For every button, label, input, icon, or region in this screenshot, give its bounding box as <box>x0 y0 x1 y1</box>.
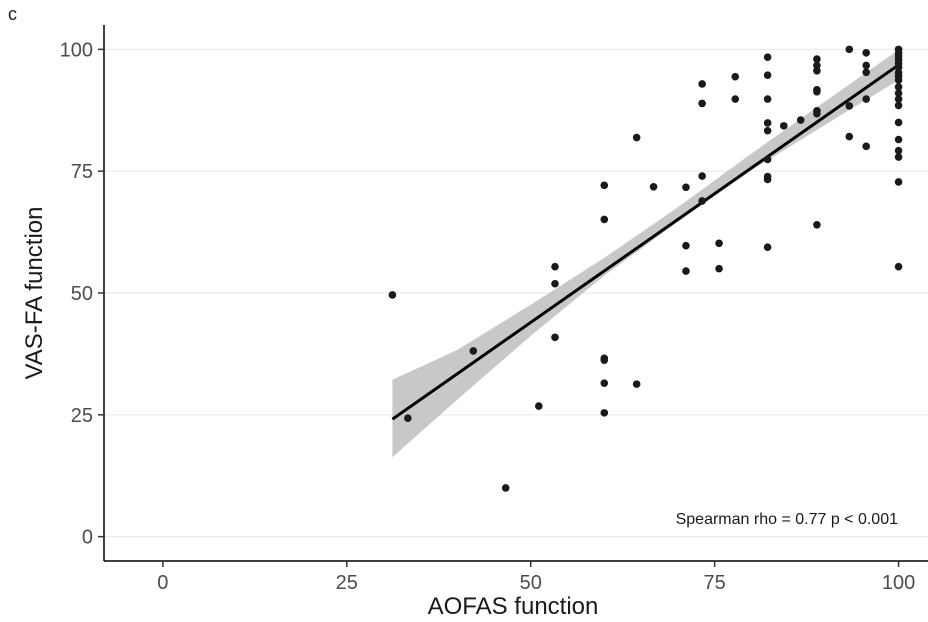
data-points <box>388 45 903 492</box>
data-point-27 <box>731 95 740 103</box>
y-tick-label-25: 25 <box>71 405 93 427</box>
data-point-66 <box>894 95 903 103</box>
data-point-12 <box>600 379 609 387</box>
data-point-72 <box>894 178 903 186</box>
data-point-4 <box>535 402 543 410</box>
data-point-1 <box>404 414 412 423</box>
data-point-8 <box>600 181 609 190</box>
data-point-6 <box>551 279 559 288</box>
data-point-63 <box>894 76 903 84</box>
data-point-17 <box>682 183 690 192</box>
y-axis-title: VAS-FA function <box>21 207 48 380</box>
data-point-9 <box>600 215 609 224</box>
y-tick-label-75: 75 <box>71 161 93 183</box>
data-point-64 <box>894 83 903 91</box>
data-point-50 <box>862 48 870 57</box>
fit-line-group <box>391 63 900 421</box>
data-point-47 <box>845 45 854 54</box>
data-point-65 <box>894 89 903 98</box>
data-point-33 <box>763 155 772 164</box>
data-point-29 <box>763 71 772 79</box>
data-point-16 <box>649 182 658 191</box>
data-point-7 <box>551 333 559 342</box>
data-point-73 <box>894 262 903 271</box>
data-point-24 <box>715 239 723 248</box>
data-point-52 <box>862 68 870 77</box>
data-point-15 <box>632 380 641 388</box>
data-point-37 <box>780 122 788 130</box>
data-point-49 <box>845 132 854 141</box>
axes: 0 25 50 75 100 0 25 50 75 100 <box>60 25 928 594</box>
confidence-band <box>392 49 899 458</box>
x-tick-label-25: 25 <box>336 572 358 594</box>
y-tick-label-50: 50 <box>71 283 93 305</box>
data-point-14 <box>632 133 641 142</box>
x-tick-label-75: 75 <box>704 572 726 594</box>
data-point-26 <box>731 72 740 81</box>
confidence-band-group <box>392 49 899 458</box>
data-point-36 <box>763 243 772 251</box>
data-point-46 <box>813 220 821 229</box>
data-point-20 <box>698 80 706 88</box>
data-point-30 <box>763 95 772 103</box>
x-axis-title: AOFAS function <box>428 593 599 620</box>
data-point-41 <box>813 67 821 75</box>
x-tick-label-100: 100 <box>882 572 915 594</box>
data-point-23 <box>698 197 706 205</box>
data-point-3 <box>501 484 510 492</box>
y-tick-label-0: 0 <box>82 527 93 549</box>
data-point-68 <box>894 118 903 127</box>
data-point-21 <box>698 99 706 108</box>
data-point-71 <box>894 153 903 161</box>
x-tick-label-0: 0 <box>157 572 168 594</box>
data-point-45 <box>813 109 821 118</box>
data-point-38 <box>796 116 805 124</box>
regression-line <box>391 63 900 421</box>
data-point-48 <box>845 102 854 110</box>
data-point-31 <box>763 119 772 127</box>
data-point-13 <box>600 409 609 417</box>
data-point-25 <box>715 264 723 273</box>
data-point-19 <box>682 267 690 275</box>
data-point-28 <box>763 53 772 61</box>
data-point-11 <box>600 356 609 365</box>
data-point-39 <box>813 55 821 63</box>
data-point-18 <box>682 241 690 250</box>
y-tick-label-100: 100 <box>60 39 93 61</box>
data-point-69 <box>894 135 903 144</box>
data-point-40 <box>813 61 821 70</box>
data-point-67 <box>894 101 903 110</box>
panel-label: c <box>8 4 17 24</box>
spearman-annotation: Spearman rho = 0.77 p < 0.001 <box>676 511 898 528</box>
data-point-5 <box>551 262 559 271</box>
data-point-43 <box>813 87 821 96</box>
data-point-54 <box>862 142 870 151</box>
data-point-22 <box>698 172 706 180</box>
data-point-0 <box>388 291 397 299</box>
data-point-51 <box>862 61 870 70</box>
data-point-32 <box>763 126 772 135</box>
data-point-60 <box>894 63 903 72</box>
data-point-2 <box>469 347 478 355</box>
x-tick-label-50: 50 <box>520 572 542 594</box>
data-point-35 <box>763 175 772 184</box>
data-point-70 <box>894 146 903 155</box>
data-point-53 <box>862 95 870 103</box>
gridlines <box>104 48 928 538</box>
